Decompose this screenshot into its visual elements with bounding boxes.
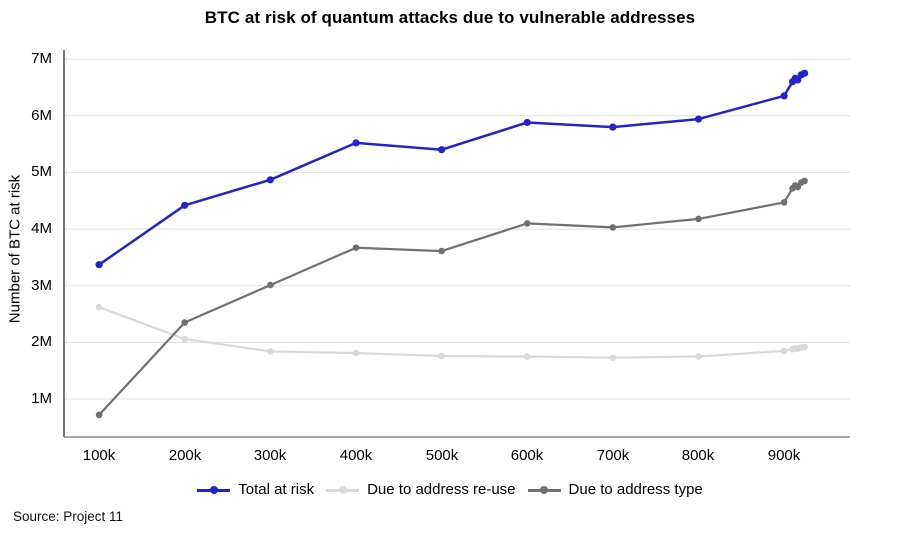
data-point-due-to-address-type (695, 215, 702, 223)
source-note: Source: Project 11 (13, 509, 124, 524)
legend-item-due-to-address-re-use: Due to address re-use (326, 480, 516, 500)
data-point-total-at-risk (95, 261, 103, 269)
data-point-total-at-risk (438, 146, 446, 154)
x-tick-label: 500k (425, 447, 459, 464)
chart-title: BTC at risk of quantum attacks due to vu… (204, 8, 696, 27)
legend-label: Due to address re-use (367, 481, 516, 498)
data-point-due-to-address-re-use (801, 343, 808, 351)
data-point-due-to-address-type (95, 411, 103, 419)
y-tick-label: 2M (31, 333, 52, 350)
data-point-due-to-address-re-use (780, 347, 788, 355)
legend: Total at risk Due to address re-use Due to… (0, 480, 900, 500)
x-tick-label: 800k (681, 447, 715, 464)
legend-label: Total at risk (238, 481, 315, 498)
data-point-due-to-address-re-use (267, 348, 274, 355)
legend-item-total-at-risk: Total at risk (197, 480, 314, 500)
data-point-due-to-address-type (523, 220, 531, 227)
x-tick-label: 300k (253, 447, 287, 464)
data-point-due-to-address-type (438, 247, 445, 255)
legend-dot-icon (540, 486, 549, 494)
data-point-total-at-risk (694, 115, 703, 123)
data-point-total-at-risk (181, 201, 189, 209)
data-point-due-to-address-re-use (695, 353, 702, 360)
y-tick-label: 6M (31, 107, 52, 124)
legend-line-marker-icon (527, 486, 561, 494)
y-tick-label: 4M (31, 220, 52, 237)
data-point-due-to-address-type (801, 177, 808, 185)
data-point-due-to-address-type (794, 183, 802, 191)
data-point-total-at-risk (352, 139, 360, 147)
series-line-total-at-risk (97, 71, 806, 266)
x-tick-label: 100k (82, 447, 116, 464)
data-point-due-to-address-re-use (609, 354, 617, 362)
data-point-due-to-address-re-use (352, 349, 360, 357)
data-point-total-at-risk (266, 176, 274, 184)
data-point-total-at-risk (801, 69, 809, 77)
legend-dot-icon (209, 486, 218, 494)
legend-dot-icon (338, 486, 347, 494)
data-point-due-to-address-re-use (95, 303, 103, 311)
data-point-due-to-address-type (181, 319, 188, 326)
x-tick-label: 400k (339, 447, 373, 464)
y-tick-label: 5M (31, 163, 52, 180)
x-tick-label: 600k (510, 447, 544, 464)
legend-line-marker-icon (197, 486, 231, 494)
y-tick-label: 7M (31, 50, 52, 67)
legend-line-marker-icon (326, 486, 360, 494)
x-tick-label: 900k (767, 447, 801, 464)
data-point-due-to-address-re-use (523, 353, 531, 360)
data-point-total-at-risk (609, 123, 617, 131)
data-point-total-at-risk (780, 92, 788, 100)
x-tick-label: 200k (168, 447, 202, 464)
y-tick-label: 3M (31, 277, 52, 294)
legend-item-due-to-address-type: Due to address type (527, 480, 703, 500)
data-point-due-to-address-type (267, 281, 274, 289)
legend-label: Due to address type (568, 481, 703, 498)
data-point-due-to-address-type (780, 199, 788, 206)
data-point-total-at-risk (794, 76, 802, 84)
y-tick-label: 1M (31, 390, 52, 407)
x-tick-label: 700k (596, 447, 630, 464)
data-point-due-to-address-type (352, 244, 360, 251)
data-point-total-at-risk (523, 118, 531, 127)
data-point-due-to-address-re-use (438, 352, 445, 360)
data-point-due-to-address-re-use (181, 335, 188, 343)
data-point-due-to-address-type (609, 224, 617, 231)
